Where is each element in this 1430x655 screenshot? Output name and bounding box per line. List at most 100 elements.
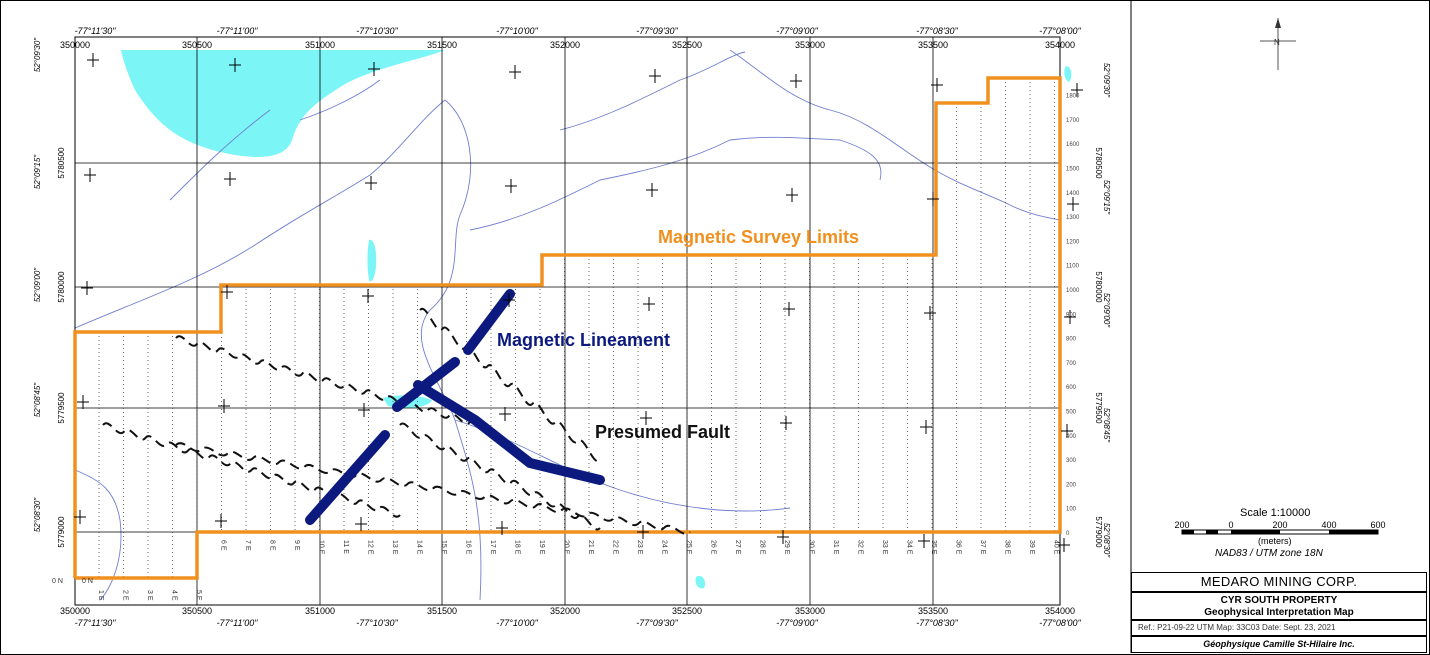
- lineament: [413, 380, 605, 485]
- longitude-label-bottom: -77°09'00": [776, 618, 818, 628]
- survey-limits-label: Magnetic Survey Limits: [658, 227, 859, 247]
- company-name: MEDARO MINING CORP.: [1131, 572, 1427, 592]
- scale-bar: [1181, 529, 1379, 535]
- station-label: 100: [1066, 507, 1077, 513]
- property-name: CYR SOUTH PROPERTY: [1220, 595, 1338, 606]
- latitude-label-left: 52°08'30": [33, 497, 42, 532]
- latitude-label-right: 52°08'30": [1102, 523, 1111, 558]
- easting-label-top: 351000: [305, 40, 335, 50]
- scale-units: (meters): [1258, 536, 1292, 546]
- legend-panel: N: [1130, 0, 1379, 653]
- easting-label-top: 352000: [550, 40, 580, 50]
- station-label: 400: [1066, 434, 1077, 440]
- survey-line-label: 2 E: [122, 590, 129, 601]
- survey-line-label: 9 E: [293, 540, 300, 551]
- survey-line-label: 0 N: [82, 578, 93, 585]
- stream: [469, 136, 882, 231]
- title-block-property: CYR SOUTH PROPERTY Geophysical Interpret…: [1131, 592, 1427, 620]
- survey-line-label: 34 E: [906, 540, 913, 555]
- longitude-label-bottom: -77°08'30": [916, 618, 958, 628]
- longitude-label-bottom: -77°08'00": [1039, 618, 1081, 628]
- easting-label-bottom: 352000: [550, 606, 580, 616]
- easting-label-bottom: 351500: [427, 606, 457, 616]
- survey-line-label: 10 E: [318, 540, 325, 555]
- station-label: 500: [1066, 410, 1077, 416]
- graticule-crosses: [74, 53, 1083, 552]
- streams: [74, 49, 1061, 601]
- survey-line-label: 1 E: [97, 590, 104, 601]
- survey-line-label: 0 N: [52, 578, 63, 585]
- longitude-label-bottom: -77°11'00": [217, 618, 259, 628]
- lineament-label: Magnetic Lineament: [497, 330, 670, 350]
- survey-line-label: 20 E: [563, 540, 570, 555]
- survey-line-label: 32 E: [857, 540, 864, 555]
- survey-line-label: 16 E: [465, 540, 472, 555]
- stream: [74, 469, 122, 601]
- survey-line-label: 33 E: [881, 540, 888, 555]
- easting-label-bottom: 353500: [918, 606, 948, 616]
- survey-line-label: 5 E: [195, 590, 202, 601]
- northing-label-left: 5779000: [57, 516, 66, 548]
- station-label: 1200: [1066, 239, 1080, 245]
- station-label: 0: [1066, 531, 1070, 537]
- coordinate-labels: 0 100 200 300 400 500 600 700 800 900 1000 1100 1200…: [33, 26, 1111, 628]
- magnetic-survey-boundary: [73, 76, 1062, 580]
- easting-label-top: 351500: [427, 40, 457, 50]
- latitude-label-left: 52°09'15": [33, 154, 42, 189]
- station-label: 1500: [1066, 167, 1080, 173]
- station-label: 600: [1066, 385, 1077, 391]
- station-label: 300: [1066, 458, 1077, 464]
- scale-title: Scale 1:10000: [1240, 507, 1311, 519]
- survey-line-label: 40 E: [1053, 540, 1060, 555]
- northing-label-right: 5780000: [1094, 271, 1103, 303]
- survey-line-label: 35 E: [930, 540, 937, 555]
- north-label: N: [1274, 38, 1280, 47]
- survey-line-label: 19 E: [538, 540, 545, 555]
- northing-label-left: 5780500: [57, 147, 66, 179]
- station-label: 900: [1066, 312, 1077, 318]
- survey-lines: [98, 78, 1055, 578]
- scale-tick-label: 200: [1174, 520, 1190, 530]
- survey-line-label: 38 E: [1004, 540, 1011, 555]
- pond: [695, 576, 706, 589]
- lineament: [463, 289, 515, 355]
- survey-line-label: 6 E: [220, 540, 227, 551]
- survey-line-label: 30 E: [808, 540, 815, 555]
- latitude-label-left: 52°09'00": [33, 267, 42, 302]
- survey-line-label: 12 E: [367, 540, 374, 555]
- survey-line-label: 11 E: [342, 540, 349, 554]
- survey-line-label: 29 E: [783, 540, 790, 555]
- fault-trace: [419, 307, 601, 463]
- station-label: 1400: [1066, 191, 1080, 197]
- contractor-name: Géophysique Camille St-Hilaire Inc.: [1131, 636, 1427, 653]
- longitude-label-bottom: -77°10'00": [496, 618, 538, 628]
- survey-line-label: 31 E: [832, 540, 839, 555]
- lake: [121, 50, 445, 157]
- latitude-label-right: 52°09'15": [1102, 180, 1111, 215]
- easting-label-top: 350500: [182, 40, 212, 50]
- station-label: 800: [1066, 337, 1077, 343]
- survey-line-label: 17 E: [489, 540, 496, 555]
- longitude-label-top: -77°11'00": [217, 26, 259, 36]
- survey-line-label: 28 E: [759, 540, 766, 555]
- survey-line-label: 37 E: [979, 540, 986, 555]
- stream: [74, 99, 446, 329]
- longitude-label-bottom: -77°09'30": [636, 618, 678, 628]
- station-label: 200: [1066, 482, 1077, 488]
- northing-label-left: 5779500: [57, 392, 66, 424]
- longitude-label-top: -77°11'30": [75, 26, 117, 36]
- survey-line-label: 25 E: [685, 540, 692, 555]
- station-label: 1300: [1066, 215, 1080, 221]
- easting-label-top: 354000: [1045, 40, 1075, 50]
- survey-line-label: 15 E: [440, 540, 447, 555]
- map-title: Geophysical Interpretation Map: [1204, 607, 1354, 618]
- survey-line-label: 39 E: [1028, 540, 1035, 555]
- stream: [299, 79, 381, 121]
- latitude-label-right: 52°09'30": [1102, 63, 1111, 98]
- longitude-label-bottom: -77°11'30": [75, 618, 117, 628]
- survey-line-label: 36 E: [955, 540, 962, 555]
- latitude-label-right: 52°08'45": [1102, 408, 1111, 443]
- easting-label-bottom: 352500: [672, 606, 702, 616]
- stream: [729, 49, 1061, 221]
